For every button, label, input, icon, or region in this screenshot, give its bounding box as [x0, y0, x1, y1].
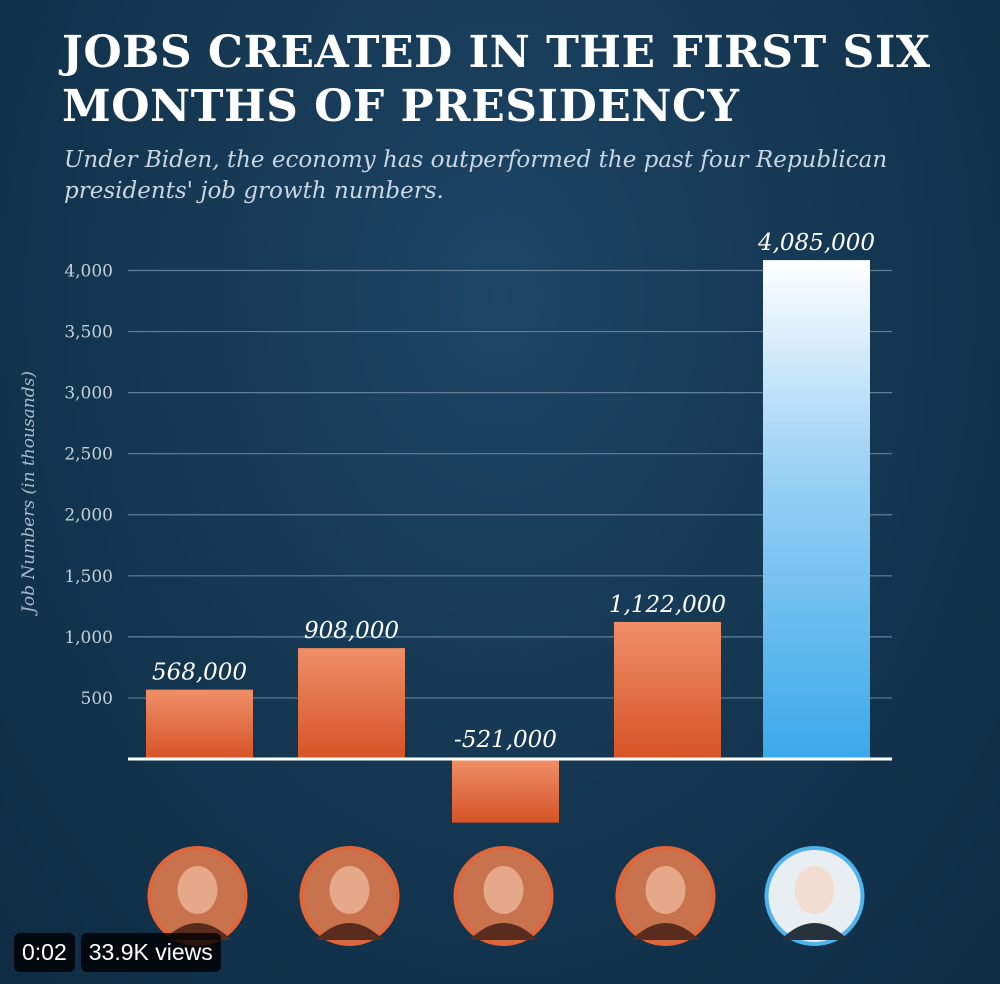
- chart-title: JOBS CREATED IN THE FIRST SIX MONTHS OF …: [62, 27, 931, 132]
- president-portrait: [453, 846, 554, 946]
- president-portrait: [615, 846, 716, 946]
- president-portrait: [147, 846, 248, 946]
- video-timestamp: 0:02: [14, 933, 75, 972]
- y-tick-label: 2,500: [64, 445, 113, 465]
- y-tick-label: 1,000: [64, 628, 113, 648]
- bar: [146, 689, 253, 759]
- bar-value-label: 908,000: [304, 618, 399, 644]
- president-portrait: [299, 846, 400, 946]
- y-tick-label: 1,500: [64, 567, 113, 587]
- bar: [763, 260, 870, 759]
- bar-value-label: -521,000: [454, 727, 557, 753]
- y-tick-label: 500: [81, 689, 113, 709]
- y-tick-label: 3,500: [64, 323, 113, 343]
- video-views: 33.9K views: [80, 933, 221, 972]
- bar-value-label: 568,000: [152, 660, 247, 686]
- video-overlay: 0:02 33.9K views: [14, 933, 221, 972]
- bar: [298, 648, 405, 759]
- president-portrait: [764, 846, 865, 946]
- y-tick-label: 2,000: [64, 506, 113, 526]
- bar-value-label: 4,085,000: [757, 230, 875, 256]
- y-tick-label: 4,000: [64, 261, 113, 281]
- bar-value-label: 1,122,000: [609, 592, 726, 618]
- y-axis-label: Job Numbers (in thousands): [19, 371, 39, 616]
- bar: [452, 759, 559, 823]
- bar: [614, 621, 721, 759]
- y-tick-label: 3,000: [64, 384, 113, 404]
- chart-subtitle: Under Biden, the economy has outperforme…: [64, 147, 888, 204]
